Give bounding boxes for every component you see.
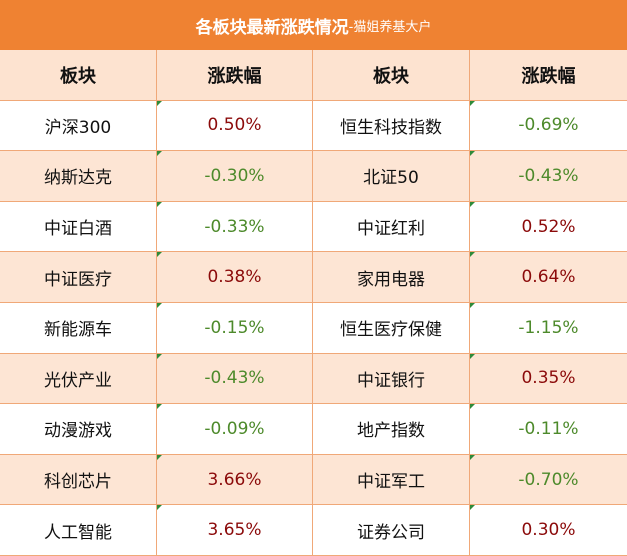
sector-cell: 恒生科技指数 [313, 100, 470, 152]
change-cell: 0.64% [470, 252, 627, 303]
sector-cell: 纳斯达克 [0, 151, 157, 202]
change-cell: -0.15% [157, 302, 313, 354]
change-cell: -0.11% [470, 404, 627, 455]
sector-cell: 动漫游戏 [0, 404, 157, 455]
change-cell: -1.15% [470, 302, 627, 354]
sector-cell: 恒生医疗保健 [313, 302, 470, 354]
change-cell: 3.65% [157, 505, 313, 556]
sector-cell: 沪深300 [0, 100, 157, 152]
sector-cell: 家用电器 [313, 252, 470, 303]
change-cell: -0.43% [470, 151, 627, 202]
change-cell: -0.69% [470, 100, 627, 152]
change-cell: 0.50% [157, 100, 313, 152]
sector-cell: 地产指数 [313, 404, 470, 455]
sector-cell: 人工智能 [0, 505, 157, 556]
sector-cell: 光伏产业 [0, 353, 157, 405]
change-cell: -0.30% [157, 151, 313, 202]
sector-cell: 中证白酒 [0, 201, 157, 253]
column-header: 板块 [313, 50, 470, 101]
change-cell: 0.38% [157, 252, 313, 303]
sector-cell: 北证50 [313, 151, 470, 202]
change-cell: 0.52% [470, 201, 627, 253]
sector-cell: 中证医疗 [0, 252, 157, 303]
column-header: 涨跌幅 [470, 50, 627, 101]
column-header: 板块 [0, 50, 157, 101]
change-cell: 3.66% [157, 454, 313, 506]
table: 板块 涨跌幅 板块 涨跌幅 沪深300 0.50% 恒生科技指数 -0.69% 纳斯达克 -0.3… [0, 50, 627, 556]
sector-cell: 科创芯片 [0, 454, 157, 506]
sector-cell: 中证红利 [313, 201, 470, 253]
change-cell: 0.35% [470, 353, 627, 405]
sector-cell: 中证银行 [313, 353, 470, 405]
change-cell: -0.09% [157, 404, 313, 455]
subtitle: -猫姐养基大户 [348, 19, 432, 35]
sector-cell: 证券公司 [313, 505, 470, 556]
change-cell: -0.33% [157, 201, 313, 253]
sector-cell: 中证军工 [313, 454, 470, 506]
title-bar: 各板块最新涨跌情况 -猫姐养基大户 [0, 0, 627, 50]
title: 各板块最新涨跌情况 [195, 17, 349, 38]
change-cell: 0.30% [470, 505, 627, 556]
change-cell: -0.70% [470, 454, 627, 506]
column-header: 涨跌幅 [157, 50, 313, 101]
change-cell: -0.43% [157, 353, 313, 405]
sector-cell: 新能源车 [0, 302, 157, 354]
